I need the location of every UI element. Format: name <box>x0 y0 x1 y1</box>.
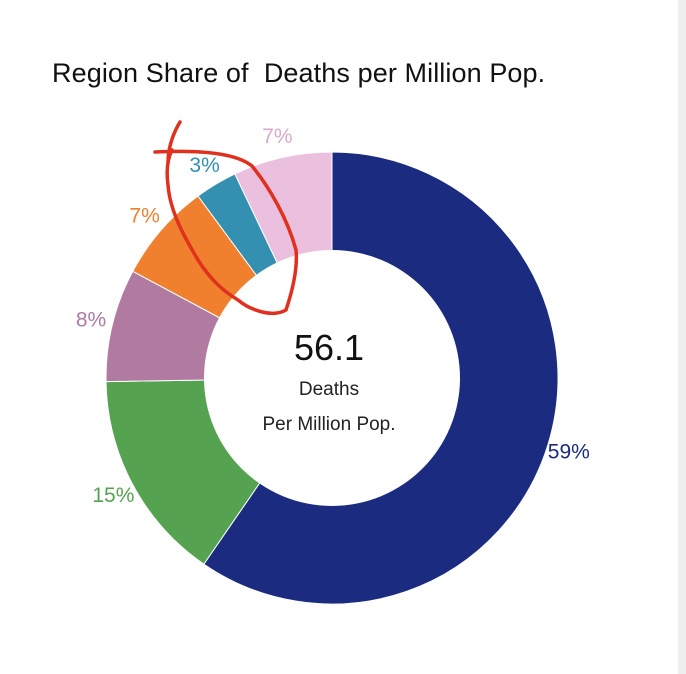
slice-label-2: 15% <box>92 484 134 507</box>
right-edge-bar <box>678 0 686 674</box>
center-value: 56.1 <box>294 327 364 368</box>
center-label-line1: Deaths <box>299 379 359 400</box>
annotation-stroke <box>153 120 299 315</box>
chart-title: Region Share of Deaths per Million Pop. <box>52 58 546 88</box>
donut-hole <box>204 250 460 506</box>
slice-label-5: 3% <box>189 154 219 177</box>
center-label-line2: Per Million Pop. <box>262 414 395 435</box>
slice-label-6: 7% <box>262 125 292 148</box>
slice-label-1: 59% <box>548 441 590 464</box>
slice-labels: 59% 15% 8% 7% 3% 7% <box>76 125 590 507</box>
slice-label-3: 8% <box>76 309 106 332</box>
hand-drawn-annotation <box>153 120 299 315</box>
slice-label-4: 7% <box>129 205 159 228</box>
